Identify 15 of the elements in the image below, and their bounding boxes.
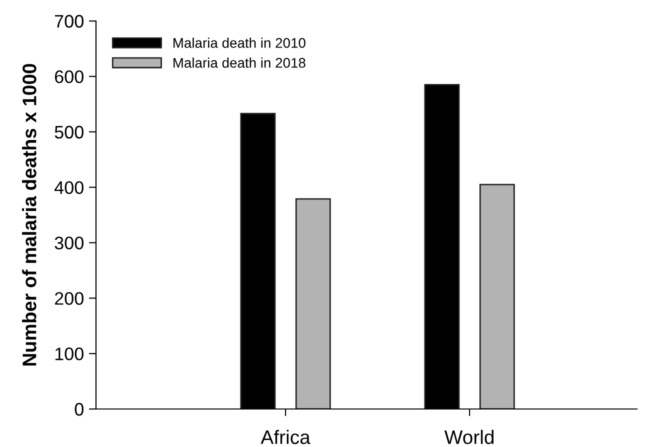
y-tick-label: 500 [54,126,84,139]
x-tick-label: Africa [260,430,310,444]
y-axis-title: Number of malaria deaths x 1000 [22,64,36,366]
y-tick-label: 0 [74,402,84,416]
bar [295,198,331,409]
y-tick-label: 100 [55,348,84,360]
bar [479,184,515,409]
y-tick-label: 600 [54,70,84,84]
y-tick-label: 300 [54,236,84,250]
legend-label: Malaria death in 2010 [174,38,306,48]
y-tick-label: 200 [54,292,84,305]
x-tick-label: World [444,430,494,444]
y-tick-label: 700 [55,14,84,28]
legend-label: Malaria death in 2018 [174,58,306,68]
y-tick-label: 400 [54,181,84,194]
